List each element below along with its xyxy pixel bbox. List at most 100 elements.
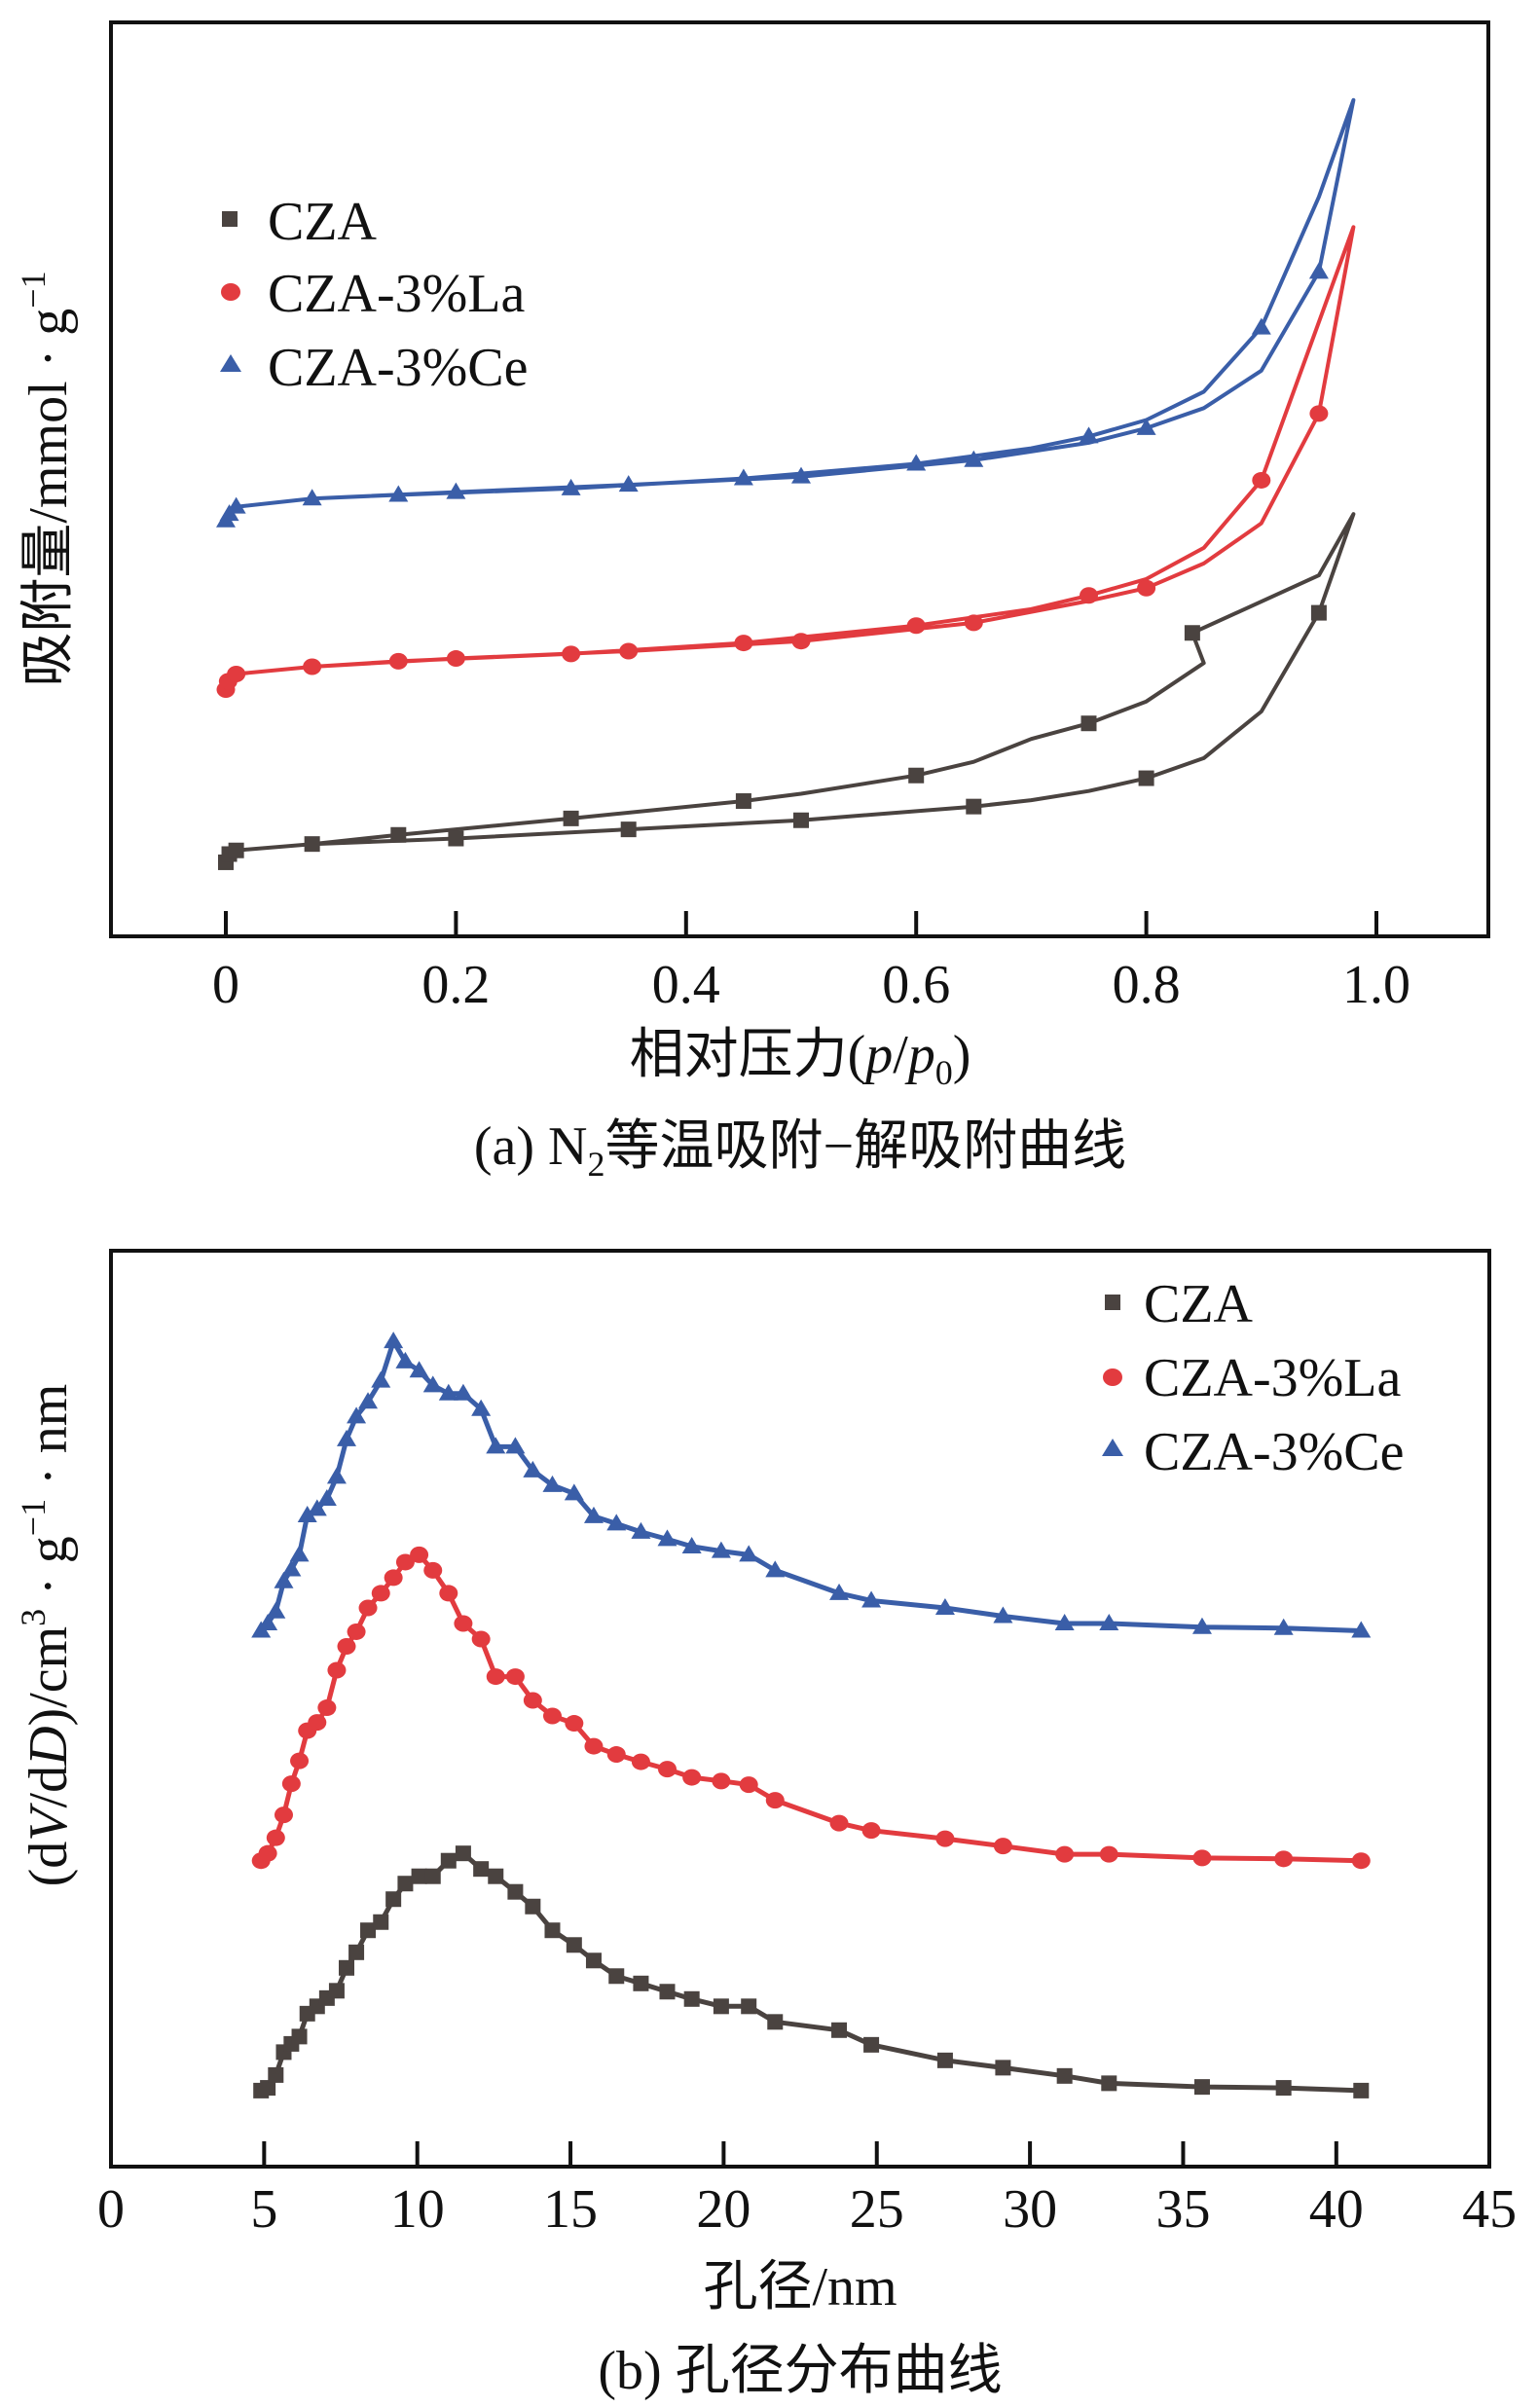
- data-point: [505, 1668, 525, 1686]
- data-point: [488, 1868, 504, 1884]
- panel-a-x-axis-label: 相对压力(p/p0): [630, 1025, 971, 1092]
- data-point: [446, 482, 466, 499]
- x-tick-label: 20: [696, 2179, 751, 2240]
- series-cza: [253, 1845, 1370, 2098]
- data-point: [360, 1922, 377, 1939]
- legend-b-cza-label: CZA: [1144, 1274, 1254, 1334]
- data-point: [410, 1546, 429, 1563]
- data-point: [505, 1437, 526, 1454]
- legend-b-ce-marker: [1102, 1439, 1123, 1456]
- data-point: [711, 1541, 731, 1558]
- legend-a-ce-label: CZA-3%Ce: [268, 338, 529, 398]
- data-point: [440, 1852, 457, 1869]
- panel-a-x-tick-labels: 0 0.2 0.4 0.6 0.8 1.0: [212, 955, 1410, 1015]
- data-point: [258, 1844, 277, 1862]
- panel-a-caption: (a) N2等温吸附−解吸附曲线: [474, 1116, 1126, 1184]
- data-point: [1137, 579, 1156, 597]
- data-point: [861, 1822, 881, 1840]
- data-point: [409, 1361, 429, 1378]
- panel-a-legend: CZA CZA-3%La CZA-3%Ce: [220, 192, 529, 398]
- data-point: [347, 1623, 366, 1640]
- data-point: [1099, 1613, 1119, 1630]
- x-tick-label: 25: [850, 2179, 904, 2240]
- data-point: [471, 1630, 491, 1648]
- data-point: [765, 1560, 786, 1578]
- data-point: [291, 2028, 308, 2045]
- x-tick-label: 0: [97, 2179, 125, 2240]
- data-point: [993, 1606, 1013, 1624]
- data-point: [908, 767, 925, 784]
- data-point: [390, 826, 407, 843]
- data-point: [1273, 1618, 1294, 1635]
- data-point: [561, 478, 581, 495]
- data-point: [934, 1597, 955, 1615]
- data-point: [1192, 1849, 1212, 1867]
- panel-a-plot-frame: [109, 20, 1490, 938]
- data-point: [863, 2036, 880, 2053]
- data-point: [936, 2052, 953, 2068]
- data-point: [1252, 471, 1271, 489]
- panel-a-series: [216, 97, 1356, 870]
- data-point: [1193, 2079, 1210, 2096]
- panel-b-series: [251, 1332, 1372, 2098]
- data-point: [544, 1922, 561, 1939]
- data-point: [1274, 1850, 1294, 1868]
- data-point: [1275, 2080, 1292, 2097]
- data-point: [1351, 1852, 1371, 1870]
- data-point: [317, 1699, 337, 1717]
- series-cza-3-ce: [216, 97, 1356, 528]
- data-point: [1353, 2082, 1370, 2098]
- data-point: [995, 2060, 1011, 2076]
- series-line: [224, 225, 1356, 691]
- data-point: [829, 1583, 850, 1600]
- data-point: [226, 496, 246, 514]
- data-point: [1251, 317, 1271, 335]
- x-tick-label: 5: [250, 2179, 277, 2240]
- data-point: [1351, 1621, 1372, 1638]
- data-point: [268, 2066, 284, 2083]
- data-point: [448, 830, 464, 847]
- data-point: [358, 1599, 378, 1617]
- series-line: [224, 512, 1356, 863]
- panel-b-x-tick-labels: 0 5 10 15 20 25 30 35 40 45: [97, 2179, 1517, 2240]
- data-point: [993, 1838, 1012, 1855]
- data-point: [266, 1601, 286, 1619]
- data-point: [422, 1375, 443, 1393]
- x-tick-label: 0.8: [1113, 955, 1181, 1015]
- panel-b-y-axis-label: (dV/dD)/cm3 · g−1 · nm: [14, 1384, 79, 1887]
- x-tick-label: 35: [1155, 2179, 1210, 2240]
- data-point: [1056, 2067, 1073, 2084]
- legend-b-la-marker: [1103, 1368, 1122, 1386]
- data-point: [631, 1521, 651, 1539]
- data-point: [523, 1460, 543, 1478]
- data-point: [388, 652, 408, 670]
- legend-a-la-label: CZA-3%La: [268, 264, 526, 324]
- data-point: [411, 1868, 427, 1884]
- data-point: [507, 1883, 524, 1900]
- data-point: [339, 1959, 355, 1976]
- data-point: [395, 1351, 416, 1368]
- data-point: [446, 650, 465, 668]
- data-point: [793, 812, 809, 828]
- data-point: [618, 475, 639, 493]
- panel-a-y-axis-label: 吸附量/mmol · g−1: [14, 271, 79, 686]
- data-point: [274, 1806, 293, 1824]
- data-point: [562, 645, 581, 663]
- data-point: [1080, 715, 1097, 732]
- data-point: [608, 1968, 625, 1985]
- data-point: [289, 1545, 310, 1562]
- data-point: [1191, 1617, 1212, 1634]
- series-line: [260, 1850, 1362, 2094]
- data-point: [1184, 625, 1200, 641]
- data-point: [681, 1536, 702, 1553]
- data-point: [713, 1998, 729, 2015]
- data-point: [302, 489, 322, 506]
- data-point: [682, 1769, 702, 1786]
- series-line: [259, 1551, 1362, 1864]
- data-point: [297, 1505, 317, 1522]
- data-point: [633, 1975, 649, 1991]
- panel-b-x-ticks: [262, 2141, 1338, 2167]
- panel-a-x-ticks: [224, 911, 1378, 936]
- data-point: [266, 1829, 285, 1846]
- data-point: [966, 798, 982, 815]
